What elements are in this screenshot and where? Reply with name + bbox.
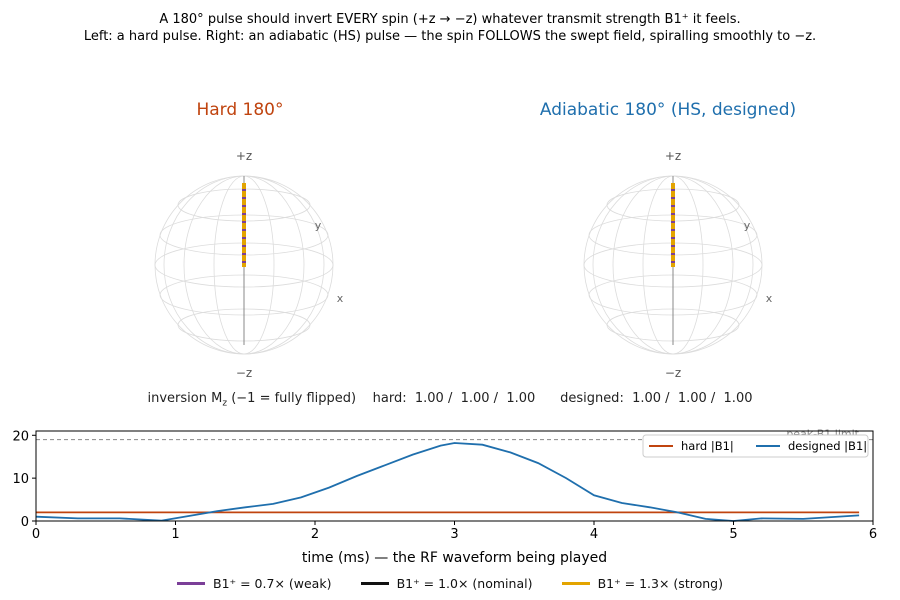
legend-swatch-strong xyxy=(561,582,590,585)
series-line-1 xyxy=(35,442,860,522)
y-tick-label: 20 xyxy=(12,429,29,444)
legend-swatch-nominal xyxy=(360,582,389,585)
legend-swatch-weak xyxy=(177,582,206,585)
b1-legend: B1⁺ = 0.7× (weak) B1⁺ = 1.0× (nominal) B… xyxy=(0,570,900,591)
axis-label-x: x xyxy=(766,292,773,305)
x-tick-label: 6 xyxy=(869,527,877,542)
x-tick-label: 4 xyxy=(590,527,598,542)
legend-label-1: designed |B1| xyxy=(788,439,867,453)
x-tick-label: 2 xyxy=(311,527,319,542)
legend-item-weak: B1⁺ = 0.7× (weak) xyxy=(177,576,331,591)
x-tick-label: 0 xyxy=(32,527,40,542)
x-tick-label: 1 xyxy=(171,527,179,542)
legend-item-nominal: B1⁺ = 1.0× (nominal) xyxy=(360,576,533,591)
y-tick-label: 0 xyxy=(21,515,29,530)
designed-stats-label: designed: xyxy=(560,391,624,406)
hard-bloch-sphere: +z −z y x xyxy=(154,149,344,380)
hard-stats-label: hard: xyxy=(372,391,407,406)
legend-label-weak: B1⁺ = 0.7× (weak) xyxy=(213,576,332,591)
hard-stats-values: 1.00 / 1.00 / 1.00 xyxy=(414,391,536,406)
y-tick-label: 10 xyxy=(12,472,29,487)
stats-label: inversion Mz (−1 = fully flipped) xyxy=(147,391,357,409)
axis-label-plus-z: +z xyxy=(665,149,681,163)
legend-label-0: hard |B1| xyxy=(681,439,734,453)
designed-stats-values: 1.00 / 1.00 / 1.00 xyxy=(632,391,753,406)
caption-line-2: Left: a hard pulse. Right: an adiabatic … xyxy=(83,29,817,44)
hard-sphere-title: Hard 180° xyxy=(196,100,284,120)
axis-label-minus-z: −z xyxy=(236,366,252,380)
x-tick-label: 3 xyxy=(450,527,458,542)
legend-item-strong: B1⁺ = 1.3× (strong) xyxy=(561,576,723,591)
x-axis-label: time (ms) — the RF waveform being played xyxy=(302,550,607,566)
adiabatic-bloch-sphere: +z −z y x xyxy=(583,149,773,380)
x-tick-label: 5 xyxy=(729,527,737,542)
axis-label-x: x xyxy=(337,292,344,305)
caption-line-1: A 180° pulse should invert EVERY spin (+… xyxy=(159,12,741,27)
legend-label-strong: B1⁺ = 1.3× (strong) xyxy=(597,576,723,591)
legend-label-nominal: B1⁺ = 1.0× (nominal) xyxy=(396,576,533,591)
axis-label-y: y xyxy=(744,219,751,232)
axis-label-minus-z: −z xyxy=(665,366,681,380)
axis-label-plus-z: +z xyxy=(236,149,252,163)
adiabatic-sphere-title: Adiabatic 180° (HS, designed) xyxy=(539,100,797,120)
chart-legend-box xyxy=(642,434,869,458)
inversion-stats: inversion Mz (−1 = fully flipped) hard: … xyxy=(0,391,900,409)
axis-label-y: y xyxy=(315,219,322,232)
